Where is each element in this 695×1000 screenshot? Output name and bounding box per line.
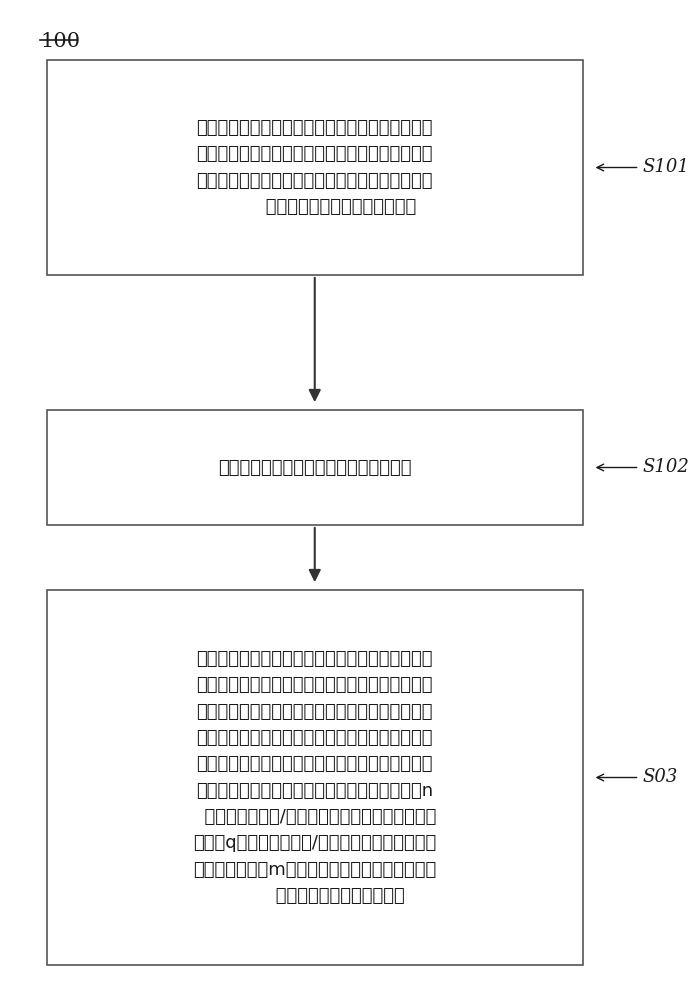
Text: 通过天线向目标区发射雷达波的主波束，所述主波
束具有预定照射功率、预定波束宽度、和预定数量
的脉冲，所述预定数量的脉冲中的每一个脉冲均具
         有预: 通过天线向目标区发射雷达波的主波束，所述主波 束具有预定照射功率、预定波束宽度、… <box>197 119 433 216</box>
Text: S03: S03 <box>643 768 678 786</box>
Text: 对所述回波进行处理，以获得包括所述回波的回波
功率和与所述目标区的方位角、俯仰角和距离相关
的信息的气象雷达信号，其中，对所述回波进行处
理，以获得包括所述回波: 对所述回波进行处理，以获得包括所述回波的回波 功率和与所述目标区的方位角、俯仰角… <box>193 650 436 905</box>
FancyBboxPatch shape <box>47 410 582 525</box>
Text: S102: S102 <box>643 458 689 477</box>
Text: 100: 100 <box>40 32 81 51</box>
Text: S101: S101 <box>643 158 689 176</box>
FancyBboxPatch shape <box>47 590 582 965</box>
FancyBboxPatch shape <box>47 60 582 275</box>
Text: 通过所述天线接收来自所述目标区的回波: 通过所述天线接收来自所述目标区的回波 <box>218 458 411 477</box>
